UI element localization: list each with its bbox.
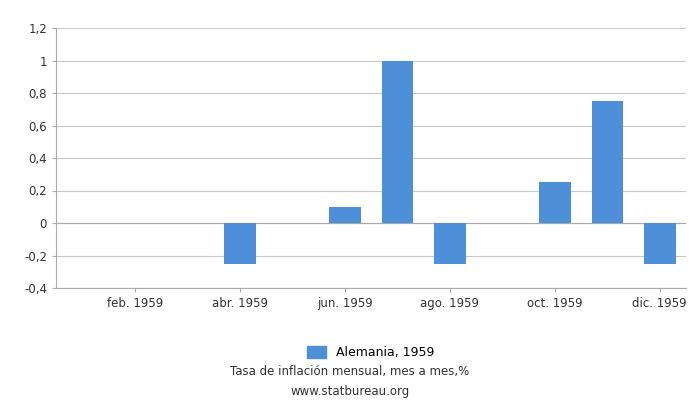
Bar xyxy=(224,223,256,264)
Bar xyxy=(539,182,570,223)
Bar xyxy=(644,223,676,264)
Text: www.statbureau.org: www.statbureau.org xyxy=(290,386,410,398)
Bar xyxy=(592,101,623,223)
Legend: Alemania, 1959: Alemania, 1959 xyxy=(307,346,435,359)
Bar xyxy=(382,60,413,223)
Text: Tasa de inflación mensual, mes a mes,%: Tasa de inflación mensual, mes a mes,% xyxy=(230,366,470,378)
Bar xyxy=(329,207,360,223)
Bar xyxy=(434,223,466,264)
